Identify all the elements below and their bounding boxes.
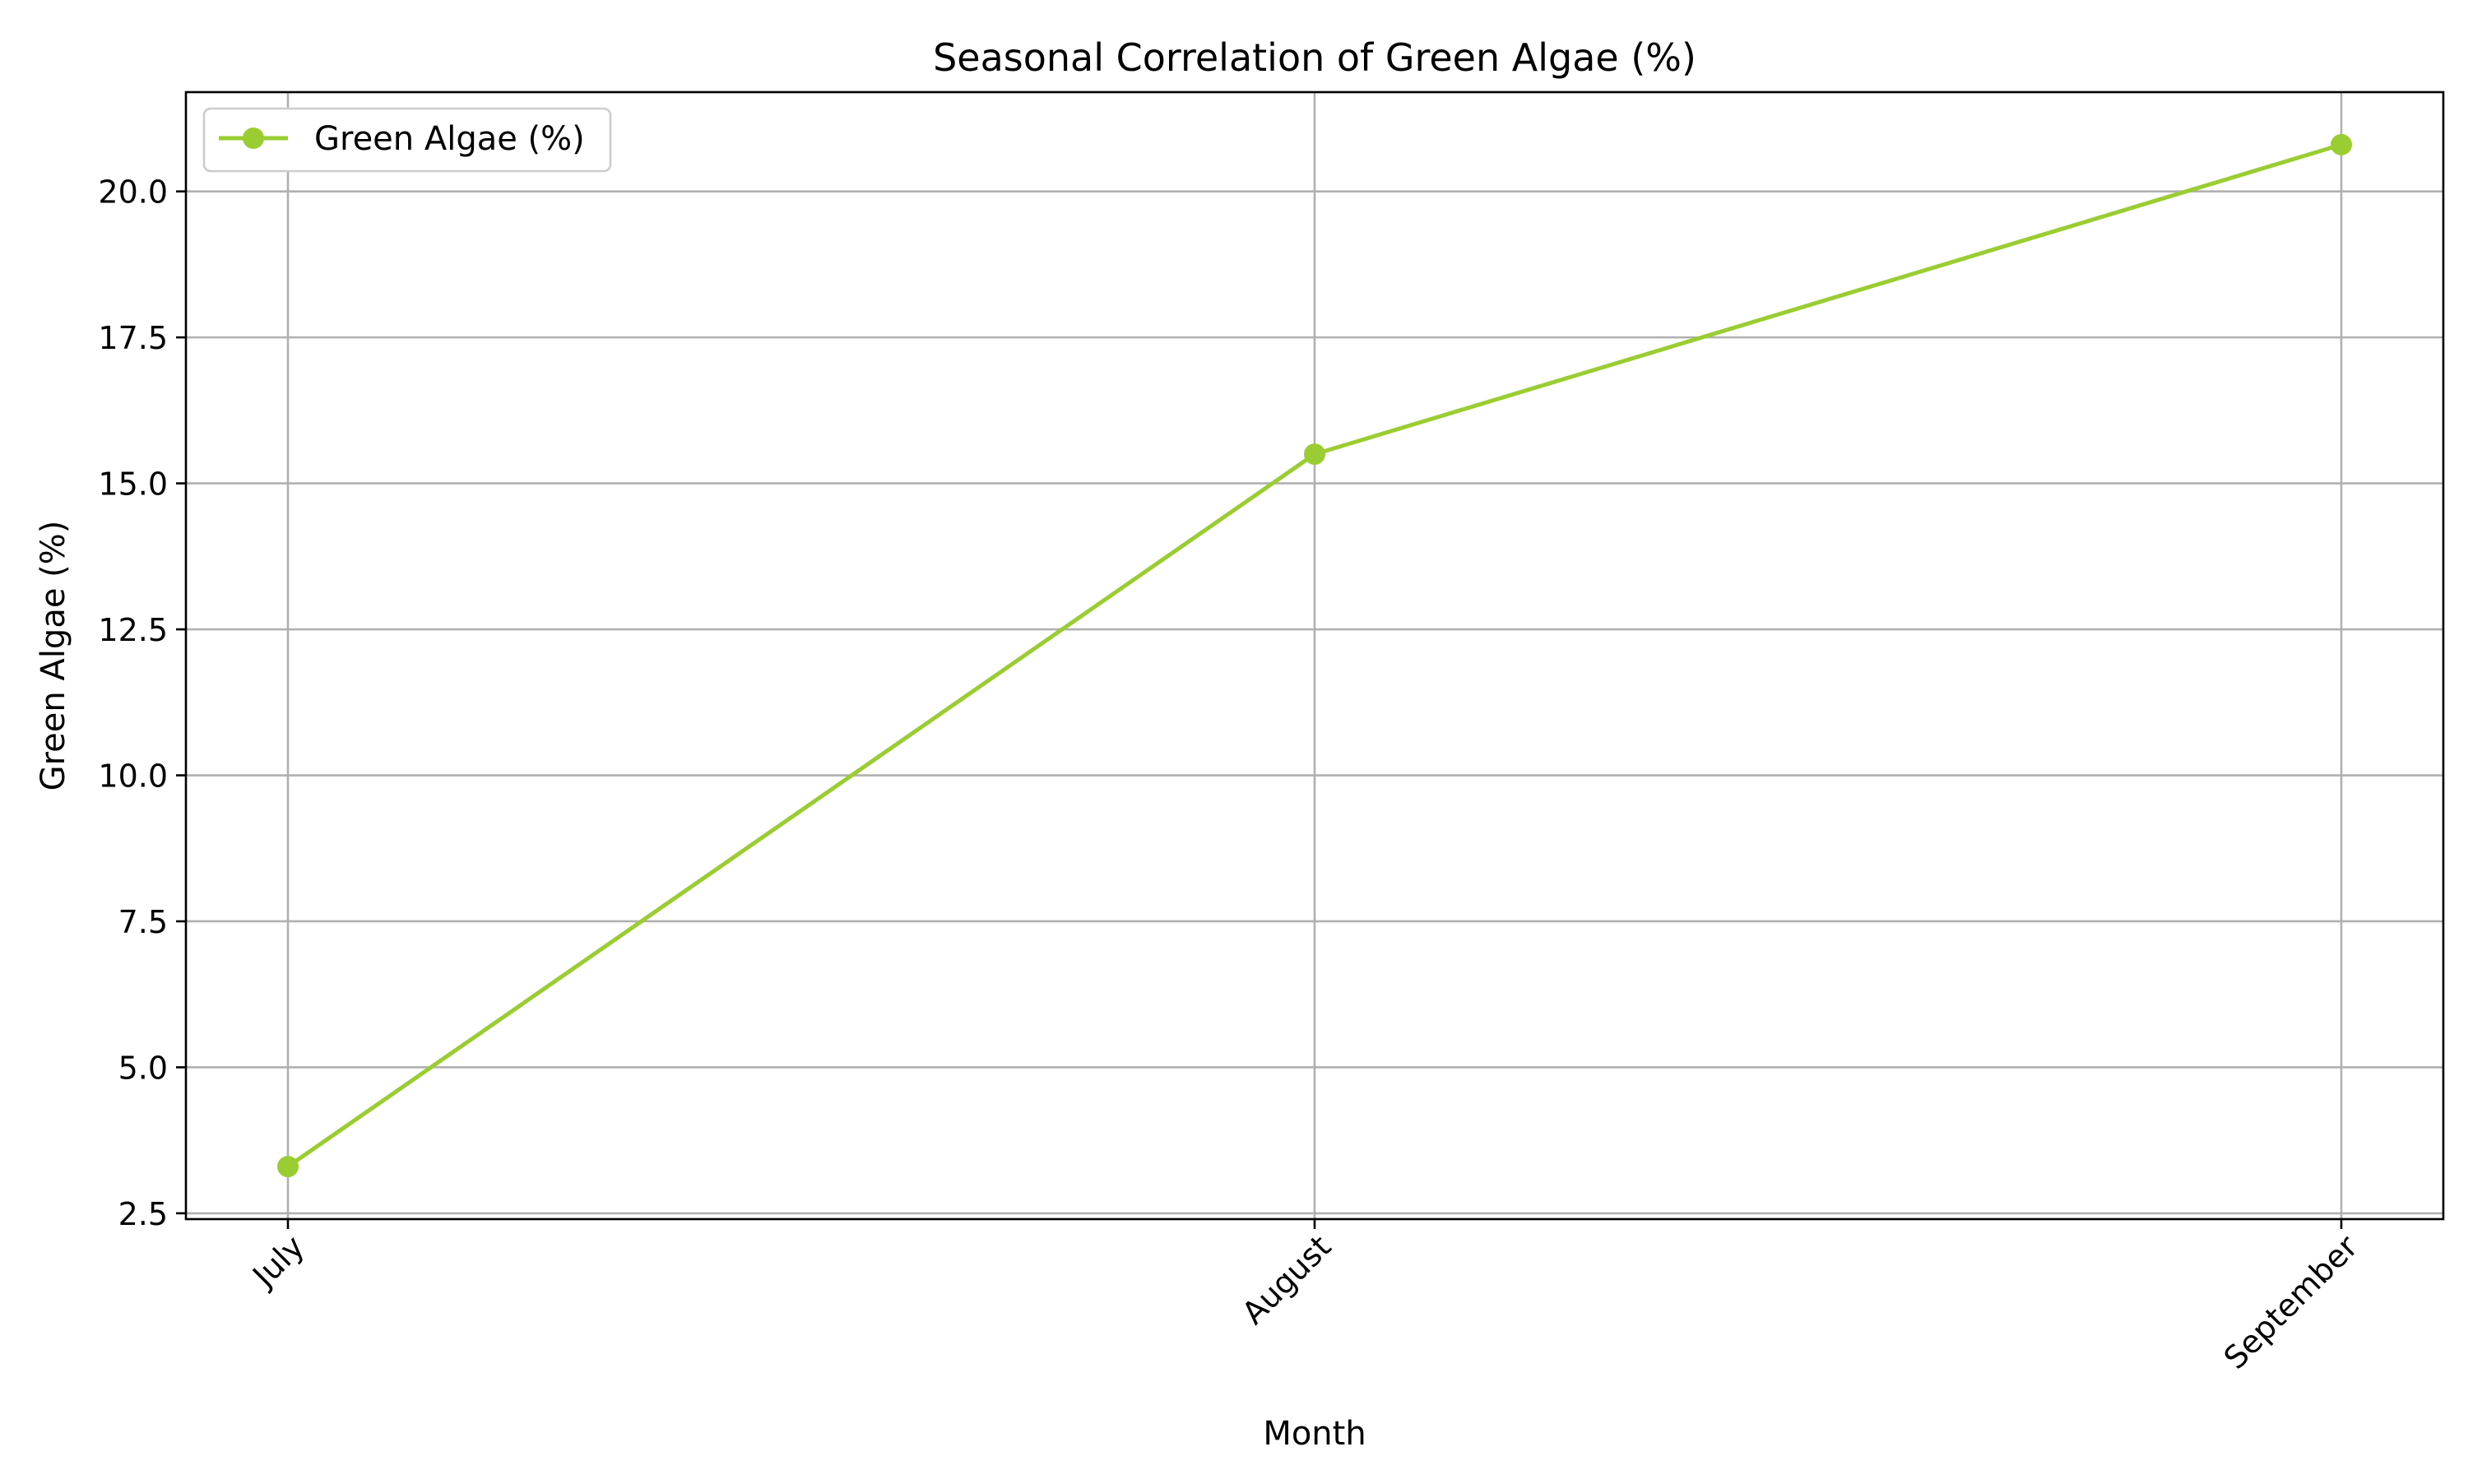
data-point-marker xyxy=(1304,443,1325,466)
y-tick-label: 20.0 xyxy=(98,174,168,211)
data-point-marker xyxy=(277,1156,299,1178)
data-point-marker xyxy=(2331,133,2352,155)
y-tick-label: 2.5 xyxy=(118,1196,168,1232)
chart-title: Seasonal Correlation of Green Algae (%) xyxy=(933,35,1696,80)
y-tick-label: 15.0 xyxy=(98,466,168,503)
grid xyxy=(186,92,2443,1219)
y-tick-label: 5.0 xyxy=(118,1050,168,1086)
series-layer xyxy=(277,133,2352,1178)
legend-box xyxy=(202,107,612,173)
legend-label: Green Algae (%) xyxy=(314,120,585,158)
y-tick-label: 10.0 xyxy=(98,758,168,795)
y-tick-label: 7.5 xyxy=(118,904,168,940)
y-axis-label: Green Algae (%) xyxy=(35,521,72,791)
y-tick-label: 12.5 xyxy=(98,612,168,648)
legend-marker-swatch xyxy=(243,128,264,149)
legend: Green Algae (%) xyxy=(202,107,612,173)
y-tick-label: 17.5 xyxy=(98,320,168,356)
x-axis-label: Month xyxy=(1263,1415,1366,1453)
